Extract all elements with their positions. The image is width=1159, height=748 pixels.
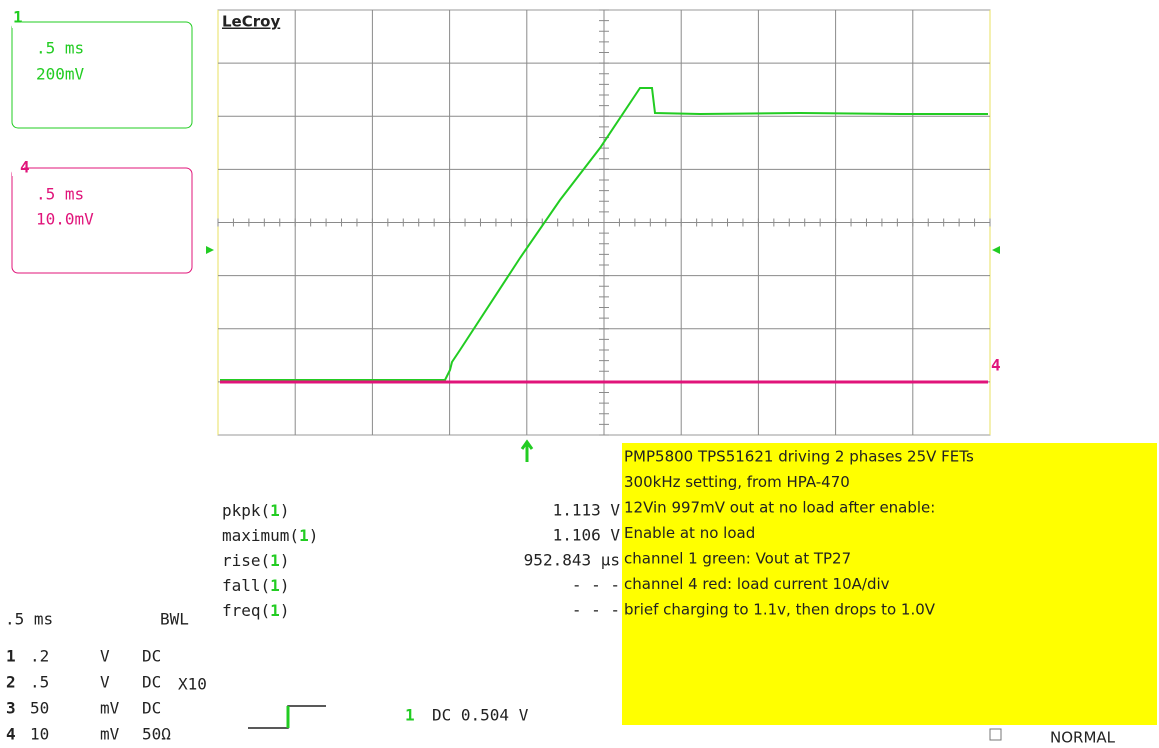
- channel-setting: V: [100, 647, 110, 666]
- channel-number: 4: [6, 725, 16, 744]
- measurement-close: ): [309, 526, 319, 545]
- channel-setting: V: [100, 673, 110, 692]
- channel-setting: 50: [30, 699, 49, 718]
- channel-setting: mV: [100, 699, 120, 718]
- note-line: PMP5800 TPS51621 driving 2 phases 25V FE…: [624, 448, 974, 466]
- measurement-label: fall(1): [222, 576, 289, 595]
- brand: LeCroy: [222, 13, 280, 31]
- measurement-channel: 1: [270, 601, 280, 620]
- channel-setting: DC: [142, 699, 161, 718]
- measurement-channel: 1: [270, 551, 280, 570]
- box-timebase: .5 ms: [36, 185, 84, 204]
- trace-marker: 4: [991, 356, 1001, 375]
- trigger-channel: 1: [405, 706, 415, 725]
- note-line: channel 4 red: load current 10A/div: [624, 575, 890, 593]
- channel-box: [11, 167, 193, 274]
- trigger-marker: [520, 439, 534, 462]
- measurement-label: pkpk(1): [222, 501, 289, 520]
- measurement-close: ): [280, 576, 290, 595]
- measurement-value: 1.106 V: [553, 526, 621, 545]
- badge-bg: [12, 10, 22, 28]
- channel-setting: mV: [100, 725, 120, 744]
- box-scale: 200mV: [36, 65, 85, 84]
- channel-badge: 1: [13, 8, 23, 27]
- channel-number: 1: [6, 647, 16, 666]
- measurement-label: rise(1): [222, 551, 289, 570]
- note-line: 300kHz setting, from HPA-470: [624, 473, 850, 491]
- measurement-name: maximum(: [222, 526, 299, 545]
- channel-setting: 50Ω: [142, 725, 171, 744]
- channel-badge: 4: [20, 158, 30, 177]
- measurement-label: freq(1): [222, 601, 289, 620]
- measurement-close: ): [280, 501, 290, 520]
- channel-number: 3: [6, 699, 16, 718]
- channel-setting: DC: [142, 673, 161, 692]
- channel-1-trace: [220, 87, 988, 381]
- timebase: .5 ms: [5, 610, 53, 629]
- measurement-value: - - -: [572, 576, 620, 595]
- bandwidth: BWL: [160, 610, 189, 629]
- measurement-value: 952.843 µs: [524, 551, 620, 570]
- channel-setting: 10: [30, 725, 49, 744]
- note-line: Enable at no load: [624, 524, 755, 542]
- box-timebase: .5 ms: [36, 39, 84, 58]
- measurement-close: ): [280, 601, 290, 620]
- measurement-name: fall(: [222, 576, 270, 595]
- channel-number: 2: [6, 673, 16, 692]
- channel-setting: .2: [30, 647, 49, 666]
- measurement-name: rise(: [222, 551, 270, 570]
- box-scale: 10.0mV: [36, 210, 94, 229]
- mode: NORMAL: [1050, 729, 1116, 747]
- channel-setting: DC: [142, 647, 161, 666]
- channel-box: [11, 21, 193, 129]
- ground-marker: [206, 246, 214, 254]
- note-line: 12Vin 997mV out at no load after enable:: [624, 499, 935, 517]
- channel-setting: .5: [30, 673, 49, 692]
- ground-marker: [992, 246, 1000, 254]
- measurement-channel: 1: [270, 501, 280, 520]
- note-line: channel 1 green: Vout at TP27: [624, 550, 851, 568]
- measurement-label: maximum(1): [222, 526, 318, 545]
- measurement-name: pkpk(: [222, 501, 270, 520]
- measurement-name: freq(: [222, 601, 270, 620]
- note-box: [622, 443, 1157, 725]
- badge-bg: [12, 160, 24, 176]
- channel-setting: X10: [178, 675, 207, 694]
- measurement-channel: 1: [270, 576, 280, 595]
- measurement-value: - - -: [572, 601, 620, 620]
- checkbox: [989, 728, 1002, 741]
- measurement-value: 1.113 V: [553, 501, 621, 520]
- measurement-close: ): [280, 551, 290, 570]
- measurement-channel: 1: [299, 526, 309, 545]
- note-line: brief charging to 1.1v, then drops to 1.…: [624, 601, 936, 619]
- trigger-setting: DC 0.504 V: [432, 706, 529, 725]
